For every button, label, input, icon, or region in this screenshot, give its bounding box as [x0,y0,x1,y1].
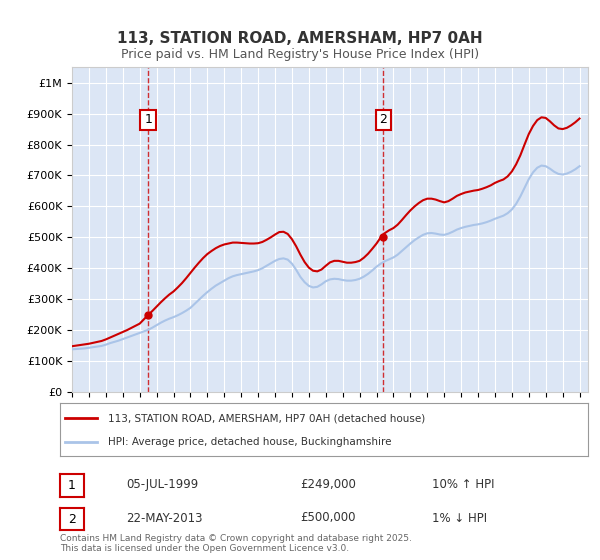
Text: 10% ↑ HPI: 10% ↑ HPI [432,478,494,491]
Text: Price paid vs. HM Land Registry's House Price Index (HPI): Price paid vs. HM Land Registry's House … [121,48,479,60]
Text: 1: 1 [68,479,76,492]
Text: 1% ↓ HPI: 1% ↓ HPI [432,511,487,525]
Text: 1: 1 [144,113,152,127]
Text: £500,000: £500,000 [300,511,355,525]
Text: HPI: Average price, detached house, Buckinghamshire: HPI: Average price, detached house, Buck… [107,436,391,446]
Text: 05-JUL-1999: 05-JUL-1999 [126,478,198,491]
Text: Contains HM Land Registry data © Crown copyright and database right 2025.
This d: Contains HM Land Registry data © Crown c… [60,534,412,553]
Text: 113, STATION ROAD, AMERSHAM, HP7 0AH (detached house): 113, STATION ROAD, AMERSHAM, HP7 0AH (de… [107,413,425,423]
Text: £249,000: £249,000 [300,478,356,491]
Text: 2: 2 [379,113,387,127]
Text: 22-MAY-2013: 22-MAY-2013 [126,511,203,525]
Text: 113, STATION ROAD, AMERSHAM, HP7 0AH: 113, STATION ROAD, AMERSHAM, HP7 0AH [117,31,483,46]
Text: 2: 2 [68,512,76,526]
